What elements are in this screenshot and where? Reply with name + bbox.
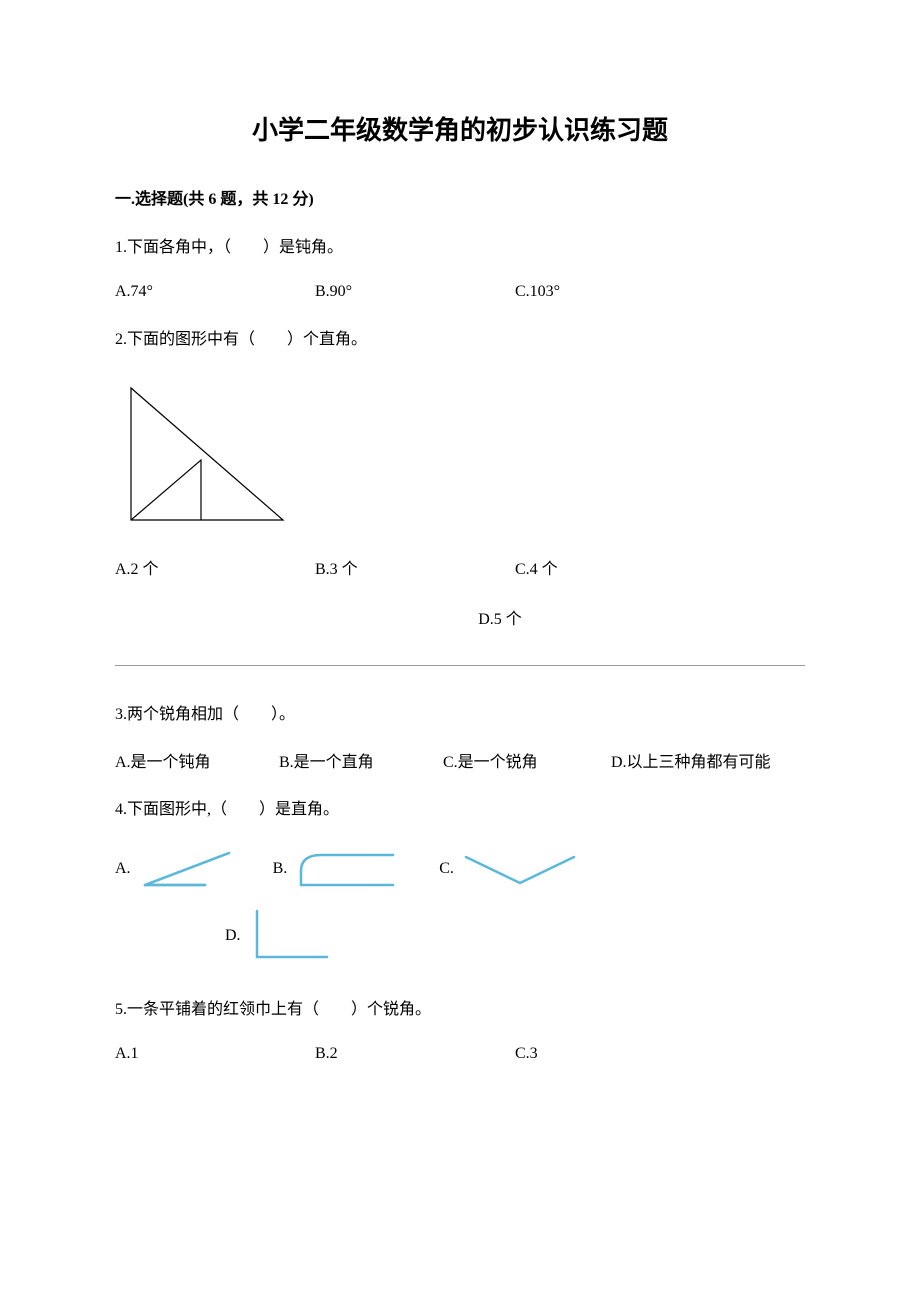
q1-opt-a: A.74° — [115, 283, 315, 301]
q2-opt-d: D.5 个 — [115, 605, 805, 629]
obtuse-angle-icon — [460, 849, 580, 889]
q2-text: 2.下面的图形中有（ ）个直角。 — [115, 327, 805, 353]
q4-text: 4.下面图形中,（ ）是直角。 — [115, 797, 805, 823]
q4-opt-d-label: D. — [225, 927, 241, 945]
acute-angle-icon — [137, 845, 237, 893]
q3-opt-d: D.以上三种角都有可能 — [611, 750, 805, 776]
q1-options: A.74° B.90° C.103° — [115, 283, 805, 301]
q5-options: A.1 B.2 C.3 — [115, 1045, 805, 1063]
q4-opt-d: D. — [225, 907, 333, 965]
q5-opt-a: A.1 — [115, 1045, 315, 1063]
q1-opt-c: C.103° — [515, 283, 715, 301]
q2-opt-a: A.2 个 — [115, 555, 315, 579]
q3-opt-a: A.是一个钝角 — [115, 750, 279, 776]
rounded-shape-icon — [293, 847, 403, 891]
q2-figure — [115, 380, 805, 533]
q4-opt-c: C. — [439, 849, 580, 889]
q4-options-row2: D. — [115, 907, 805, 965]
q3-opt-c: C.是一个锐角 — [443, 750, 611, 776]
q5-opt-c: C.3 — [515, 1045, 715, 1063]
divider — [115, 665, 805, 666]
q3-options: A.是一个钝角 B.是一个直角 C.是一个锐角 D.以上三种角都有可能 — [115, 750, 805, 776]
q3-opt-b: B.是一个直角 — [279, 750, 443, 776]
right-angle-icon — [247, 907, 333, 965]
q3-text: 3.两个锐角相加（ ）。 — [115, 702, 805, 728]
q2-options: A.2 个 B.3 个 C.4 个 — [115, 555, 805, 579]
q2-opt-b: B.3 个 — [315, 555, 515, 579]
q2-opt-c: C.4 个 — [515, 555, 715, 579]
q1-opt-b: B.90° — [315, 283, 515, 301]
section-header: 一.选择题(共 6 题，共 12 分) — [115, 185, 805, 209]
q1-text: 1.下面各角中，（ ）是钝角。 — [115, 235, 805, 261]
q4-opt-a-label: A. — [115, 860, 131, 878]
q4-opt-b-label: B. — [273, 860, 288, 878]
q4-opt-a: A. — [115, 845, 237, 893]
q5-text: 5.一条平铺着的红领巾上有（ ）个锐角。 — [115, 997, 805, 1023]
q4-options-row1: A. B. C. — [115, 845, 805, 893]
q4-opt-c-label: C. — [439, 860, 454, 878]
q4-opt-b: B. — [273, 847, 404, 891]
page-title: 小学二年级数学角的初步认识练习题 — [115, 110, 805, 147]
q5-opt-b: B.2 — [315, 1045, 515, 1063]
